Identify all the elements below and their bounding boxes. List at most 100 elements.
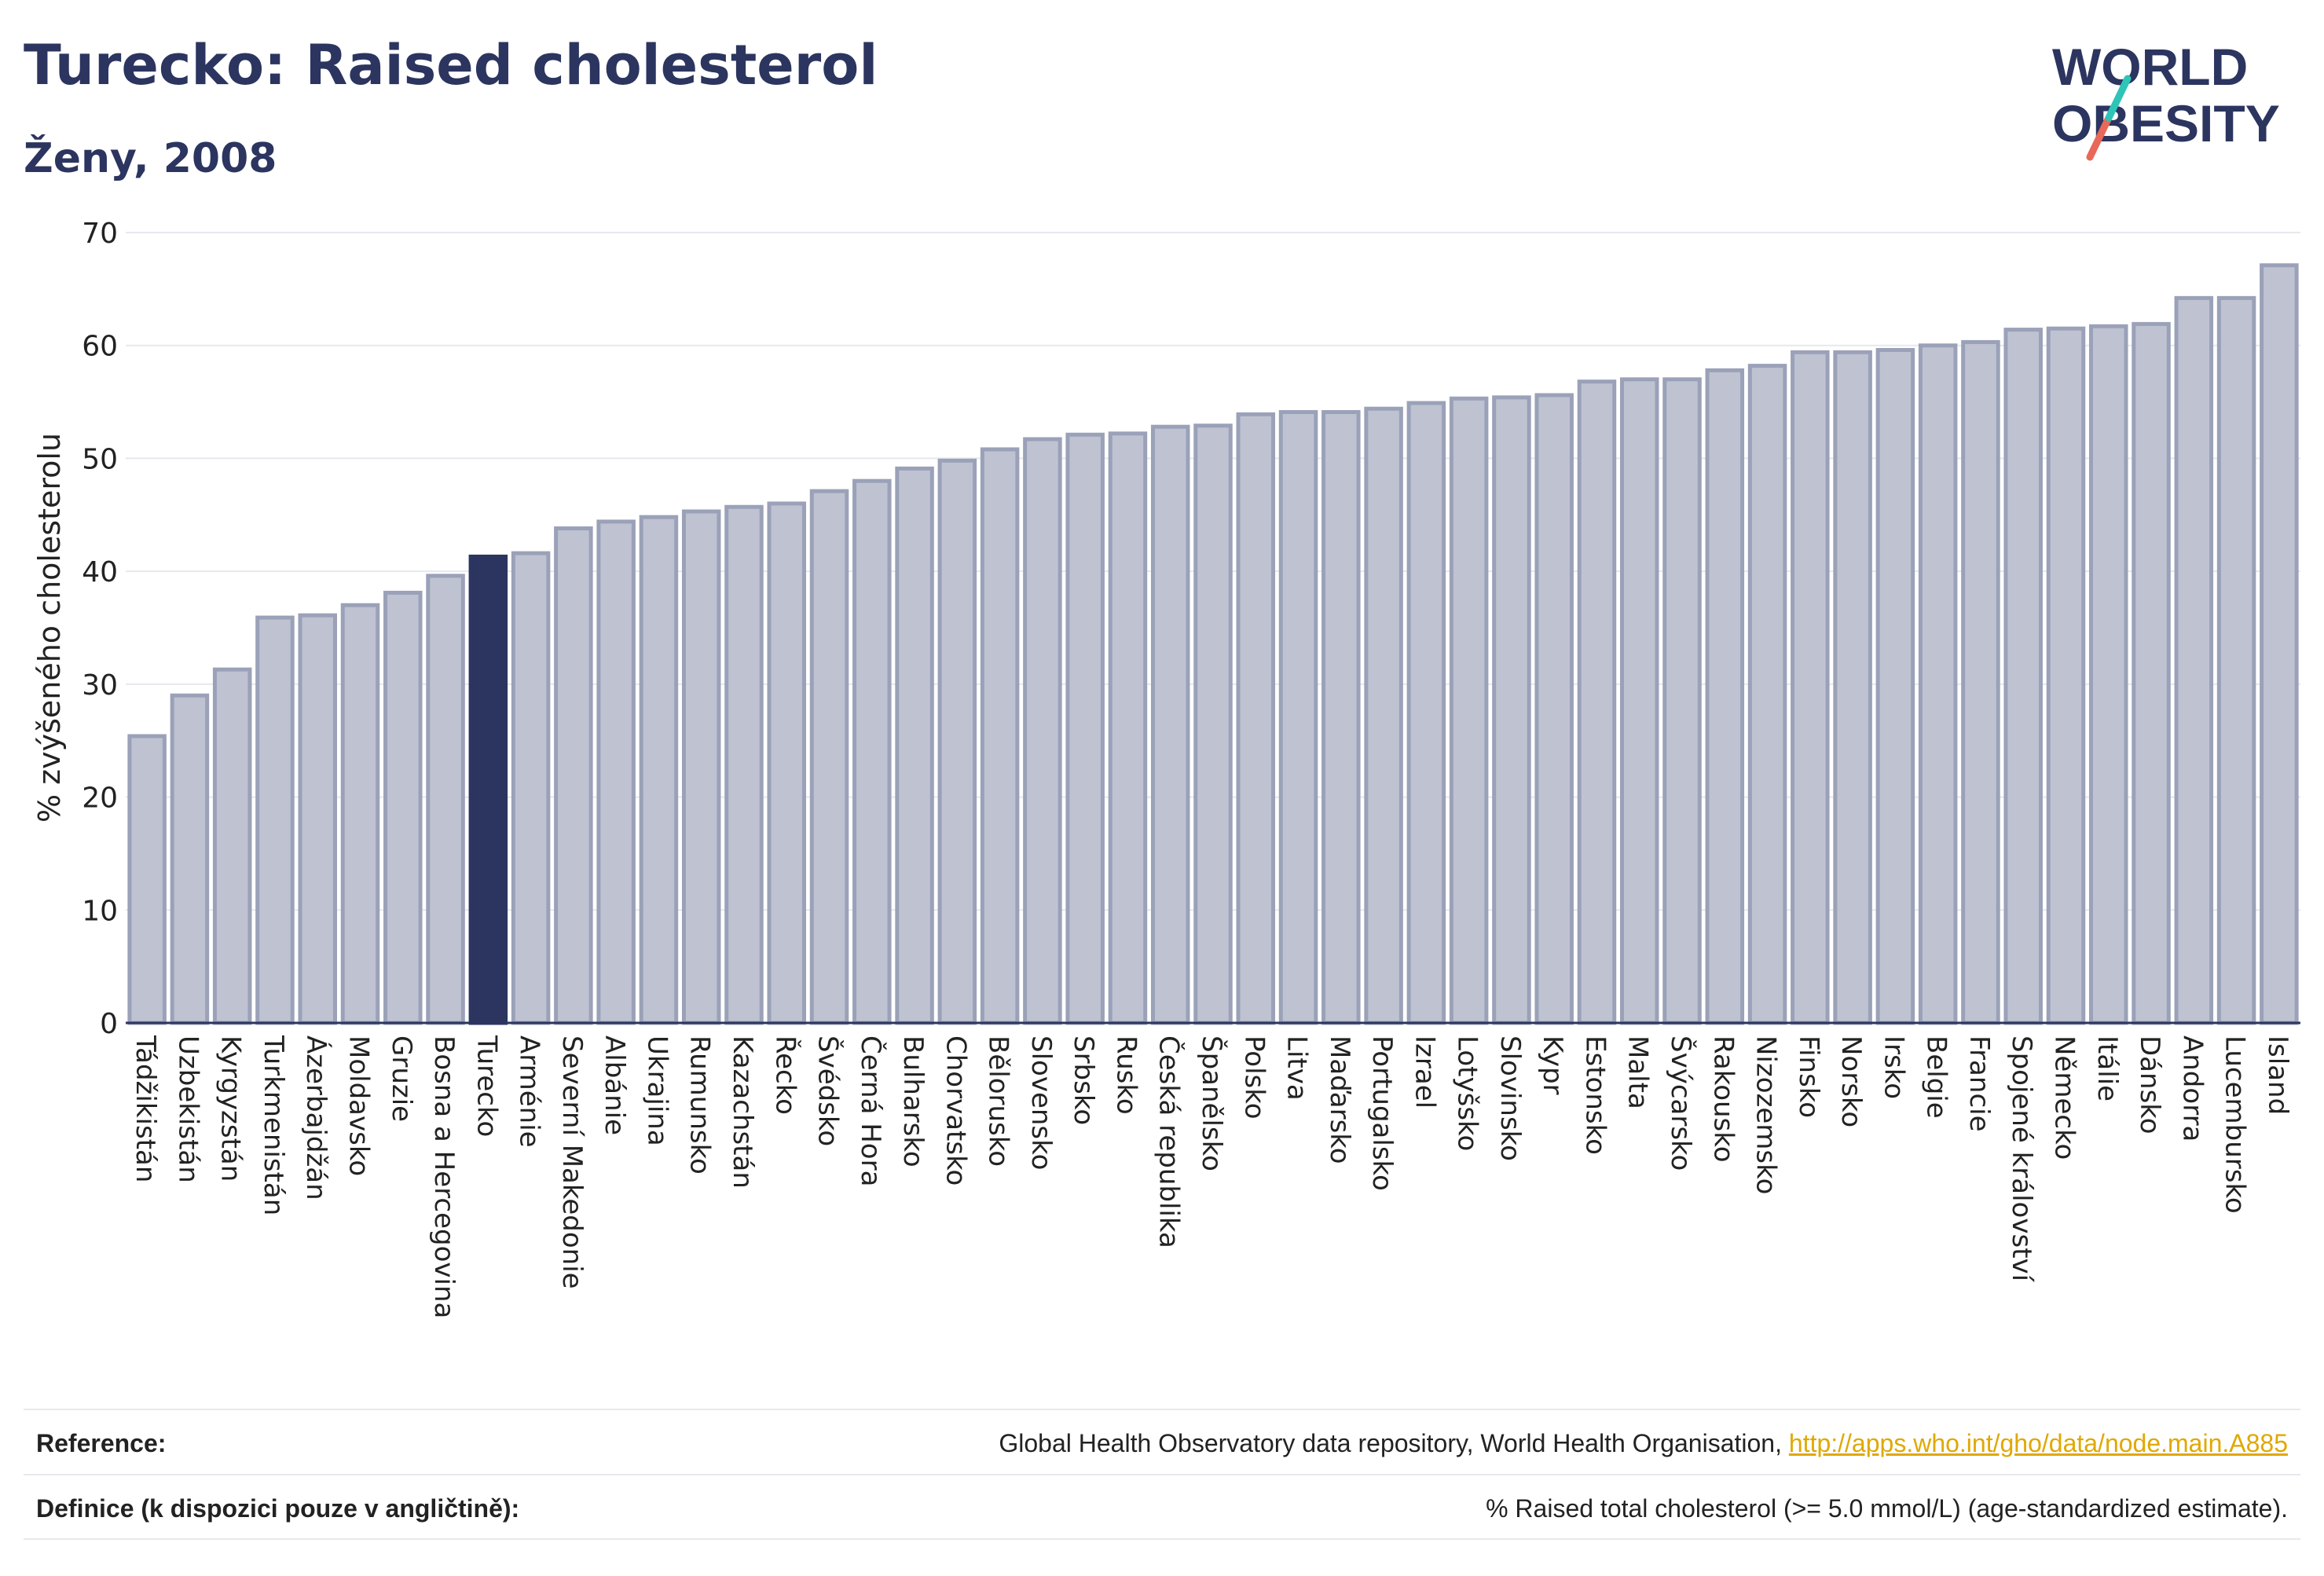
- bar-1: [127, 734, 167, 1025]
- bar-45: [2003, 328, 2043, 1025]
- bar-13: [639, 515, 679, 1025]
- x-tick-label: Itálie: [2091, 1035, 2123, 1101]
- x-tick-label: Česká republika: [1153, 1035, 1186, 1248]
- bar-40: [1791, 350, 1830, 1025]
- bar-34: [1534, 393, 1574, 1025]
- y-tick-label: 50: [82, 443, 118, 475]
- bar-12: [596, 519, 636, 1025]
- x-tick-label: Finsko: [1793, 1035, 1824, 1118]
- x-tick-label: Turecko: [471, 1035, 502, 1137]
- bar-42: [1875, 347, 1915, 1025]
- bar-46: [2046, 326, 2086, 1025]
- bar-21: [980, 447, 1020, 1025]
- bar-9: [468, 554, 508, 1025]
- x-tick-label: Rumunsko: [684, 1035, 716, 1175]
- page-title: Turecko: Raised cholesterol: [24, 33, 878, 97]
- x-tick-label: Gruzie: [386, 1035, 417, 1122]
- x-tick-label: Kazachstán: [727, 1035, 758, 1189]
- x-tick-label: Arménie: [514, 1035, 545, 1148]
- x-tick-label: Andorra: [2176, 1035, 2208, 1142]
- bar-35: [1577, 379, 1617, 1025]
- bar-32: [1449, 396, 1489, 1025]
- logo-text-obesity: OBESITY: [2052, 94, 2280, 152]
- x-tick-label: Norsko: [1835, 1035, 1867, 1127]
- y-axis-label: % zvýšeného cholesterolu: [32, 433, 67, 823]
- x-tick-label: Malta: [1622, 1035, 1654, 1109]
- x-tick-label: Kyrgyzstán: [215, 1035, 247, 1182]
- y-tick-label: 40: [82, 556, 118, 588]
- bar-49: [2174, 295, 2214, 1025]
- reference-link[interactable]: http://apps.who.int/gho/data/node.main.A…: [1788, 1429, 2288, 1457]
- bar-15: [724, 504, 764, 1025]
- bar-14: [681, 509, 721, 1025]
- x-tick-label: Maďarsko: [1324, 1035, 1355, 1164]
- x-tick-label: Litva: [1281, 1035, 1313, 1101]
- x-tick-label: Irsko: [1878, 1035, 1909, 1099]
- y-tick-label: 60: [82, 331, 118, 363]
- bar-3: [212, 667, 252, 1025]
- x-tick-label: Slovinsko: [1494, 1035, 1526, 1161]
- reference-label: Reference:: [36, 1429, 167, 1457]
- x-tick-label: Dánsko: [2134, 1035, 2165, 1134]
- bar-5: [298, 613, 337, 1025]
- x-tick-label: Nizozemsko: [1750, 1035, 1782, 1194]
- x-tick-label: Řecko: [769, 1035, 801, 1115]
- x-tick-label: Tádžikistán: [130, 1035, 161, 1182]
- bar-4: [255, 615, 295, 1025]
- bar-38: [1705, 368, 1745, 1025]
- bar-50: [2216, 295, 2256, 1025]
- bar-36: [1619, 377, 1659, 1025]
- bar-chart: 0 10 20 30 40 50 60 70 Tádžikistán Uzbekistán Kyr…: [32, 218, 2300, 1318]
- y-tick-label: 10: [82, 895, 118, 927]
- bar-29: [1321, 410, 1361, 1025]
- bar-43: [1918, 343, 1958, 1025]
- x-tick-label: Izrael: [1409, 1035, 1440, 1109]
- bar-37: [1662, 377, 1702, 1025]
- bar-39: [1747, 364, 1787, 1025]
- reference-value: Global Health Observatory data repositor…: [999, 1429, 2288, 1458]
- x-tick-label: Island: [2262, 1035, 2293, 1115]
- bar-31: [1406, 401, 1446, 1025]
- x-tick-label: Ázerbajdžán: [300, 1035, 332, 1200]
- x-tick-label: Lucembursko: [2220, 1035, 2251, 1214]
- bar-47: [2089, 324, 2128, 1025]
- x-tick-label: Severní Makedonie: [556, 1035, 588, 1289]
- x-tick-label: Belgie: [1921, 1035, 1952, 1119]
- y-tick-label: 70: [82, 218, 118, 250]
- x-tick-label: Lotyšsko: [1452, 1035, 1483, 1151]
- x-tick-label: Švédsko: [812, 1035, 845, 1146]
- bar-41: [1833, 350, 1872, 1025]
- bars: [127, 263, 2299, 1025]
- bar-24: [1108, 431, 1148, 1025]
- x-tick-label: Srbsko: [1068, 1035, 1099, 1125]
- x-tick-label: Moldavsko: [343, 1035, 375, 1176]
- logo-slash-red: [2086, 114, 2113, 161]
- x-tick-labels: Tádžikistán Uzbekistán Kyrgyzstán Turkmenis…: [130, 1035, 2293, 1318]
- y-tick-labels: 0 10 20 30 40 50 60 70: [82, 218, 118, 1040]
- x-tick-label: Estonsko: [1579, 1035, 1611, 1155]
- bar-23: [1065, 432, 1105, 1025]
- bar-8: [426, 574, 465, 1025]
- logo-text-world: WORLD: [2052, 38, 2248, 96]
- bar-16: [767, 501, 807, 1025]
- bar-17: [809, 489, 849, 1025]
- x-tick-label: Uzbekistán: [172, 1035, 203, 1183]
- bar-27: [1236, 412, 1276, 1025]
- definition-text: % Raised total cholesterol (>= 5.0 mmol/…: [1486, 1494, 2288, 1523]
- x-tick-label: Spojené království: [2006, 1035, 2037, 1283]
- world-obesity-logo: WORLD OBESITY: [2052, 38, 2280, 161]
- bar-30: [1364, 406, 1403, 1025]
- x-tick-label: Rakousko: [1707, 1035, 1739, 1163]
- x-tick-label: Rusko: [1110, 1035, 1142, 1115]
- bar-28: [1278, 410, 1318, 1025]
- y-tick-label: 30: [82, 669, 118, 702]
- page-subtitle: Ženy, 2008: [24, 135, 277, 182]
- bar-25: [1150, 424, 1190, 1025]
- bar-20: [937, 458, 977, 1025]
- x-tick-label: Španělsko: [1196, 1035, 1228, 1171]
- bar-51: [2260, 263, 2299, 1025]
- x-tick-label: Portugalsko: [1366, 1035, 1398, 1191]
- x-tick-label: Švýcarsko: [1665, 1035, 1697, 1171]
- definition-row: Definice (k dispozici pouze v angličtině…: [24, 1474, 2300, 1540]
- x-tick-label: Slovensko: [1025, 1035, 1057, 1170]
